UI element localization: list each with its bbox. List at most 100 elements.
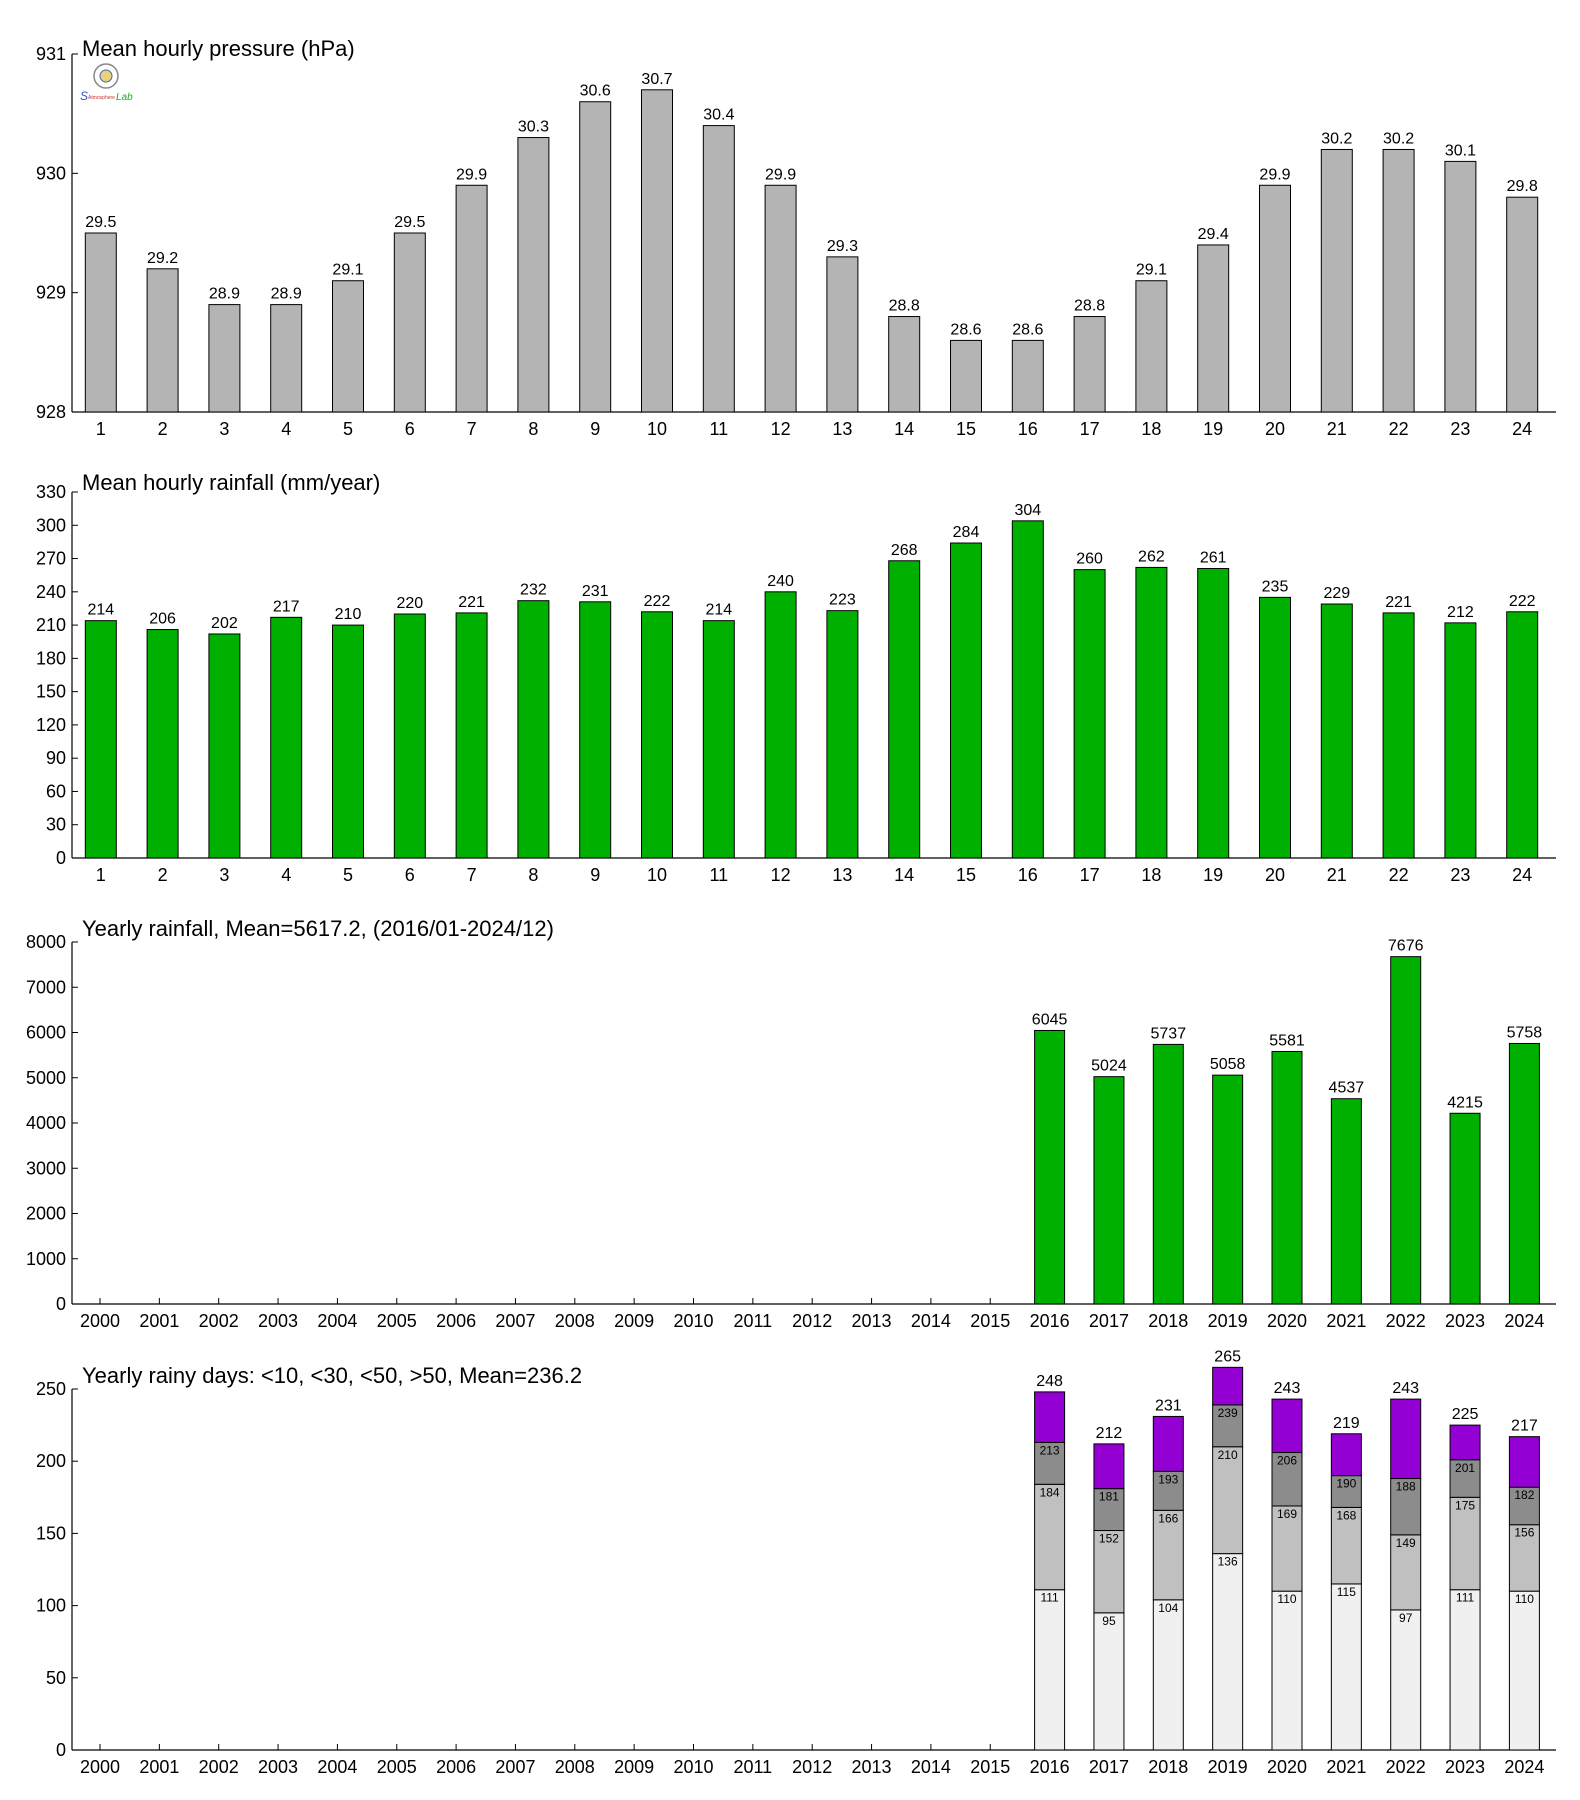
hourly-rainfall-x-tick-label: 24 — [1512, 865, 1532, 885]
rainy-days-total-label: 243 — [1392, 1380, 1419, 1397]
rainy-days-segment-label: 213 — [1040, 1443, 1060, 1457]
hourly-rainfall-bar — [826, 610, 859, 859]
pressure-bar — [455, 184, 488, 413]
logo-text-mid: Atmosphere — [88, 95, 115, 101]
hourly-rainfall-data-label: 231 — [582, 583, 609, 600]
yearly-rainfall-x-tick-label: 2010 — [673, 1311, 713, 1331]
rainy-days-segment-lt30 — [1034, 1483, 1066, 1591]
yearly-rainfall-x-tick-label: 2012 — [792, 1311, 832, 1331]
hourly-rainfall-x-tick-label: 21 — [1327, 865, 1347, 885]
rainy-days-total-label: 219 — [1333, 1415, 1360, 1432]
yearly-rainfall-y-tick-label: 0 — [56, 1294, 66, 1314]
rainy-days-segment-lt10 — [1152, 1599, 1184, 1751]
rainy-days-segment-label: 95 — [1102, 1614, 1116, 1628]
pressure-data-label: 29.3 — [827, 238, 858, 255]
yearly-rainfall-x-tick-label: 2008 — [555, 1311, 595, 1331]
hourly-rainfall-bar — [517, 600, 550, 859]
pressure-data-label: 28.8 — [1074, 298, 1105, 315]
yearly-rainfall-x-tick-label: 2018 — [1148, 1311, 1188, 1331]
rainy-days-total-label: 212 — [1096, 1425, 1123, 1442]
pressure-bar — [517, 137, 550, 413]
pressure-x-tick-label: 3 — [219, 419, 229, 439]
yearly-rainfall-x-tick-label: 2005 — [377, 1311, 417, 1331]
hourly-rainfall-bar — [950, 542, 982, 859]
rainy-days-segment-label: 190 — [1336, 1477, 1356, 1491]
rainy-days-segment-label: 110 — [1277, 1592, 1296, 1606]
rainy-days-x-tick-label: 2020 — [1267, 1757, 1307, 1777]
rainy-days-x-tick-label: 2019 — [1208, 1757, 1248, 1777]
logo-text-s: S — [80, 89, 88, 103]
hourly-rainfall-data-label: 240 — [767, 573, 794, 590]
rainy-days-segment-gt50 — [1508, 1436, 1540, 1488]
pressure-bar — [208, 304, 241, 413]
pressure-data-label: 28.6 — [1012, 321, 1043, 338]
rainy-days-x-tick-label: 2014 — [911, 1757, 951, 1777]
hourly-rainfall-data-label: 235 — [1262, 578, 1289, 595]
hourly-rainfall-data-label: 206 — [149, 611, 176, 628]
pressure-x-tick-label: 2 — [158, 419, 168, 439]
hourly-rainfall-data-label: 221 — [458, 594, 485, 611]
rainy-days-total-label: 231 — [1155, 1397, 1182, 1414]
hourly-rainfall-y-tick-label: 270 — [36, 549, 66, 569]
rainy-days-x-tick-label: 2004 — [317, 1757, 357, 1777]
rainy-days-x-tick-label: 2017 — [1089, 1757, 1129, 1777]
hourly-rainfall-bar — [579, 601, 612, 859]
pressure-data-label: 29.9 — [1259, 166, 1290, 183]
yearly-rainfall-data-label: 5058 — [1210, 1056, 1246, 1073]
hourly-rainfall-x-tick-label: 19 — [1203, 865, 1223, 885]
rainy-days-segment-lt50 — [1330, 1475, 1362, 1508]
yearly-rainfall-y-tick-label: 1000 — [26, 1249, 66, 1269]
pressure-data-label: 29.5 — [85, 214, 116, 231]
yearly-rainfall-bar — [1508, 1042, 1540, 1305]
hourly-rainfall-x-tick-label: 14 — [894, 865, 914, 885]
hourly-rainfall-y-tick-label: 30 — [46, 815, 66, 835]
hourly-rainfall-x-tick-label: 10 — [647, 865, 667, 885]
hourly-rainfall-data-label: 284 — [953, 524, 980, 541]
pressure-bar — [1135, 280, 1168, 413]
rainy-days-segment-lt50 — [1508, 1486, 1540, 1526]
hourly-rainfall-bar — [1135, 566, 1168, 859]
yearly-rainfall-y-tick-label: 7000 — [26, 977, 66, 997]
pressure-x-tick-label: 10 — [647, 419, 667, 439]
pressure-chart: Mean hourly pressure (hPa) S Atmosphere … — [36, 36, 1556, 439]
rainy-days-segment-label: 188 — [1396, 1480, 1416, 1494]
hourly-rainfall-data-label: 261 — [1200, 550, 1227, 567]
hourly-rainfall-data-label: 262 — [1138, 548, 1165, 565]
rainy-days-segment-label: 156 — [1514, 1526, 1534, 1540]
yearly-rainfall-x-tick-label: 2019 — [1208, 1311, 1248, 1331]
yearly-rainfall-x-tick-label: 2016 — [1030, 1311, 1070, 1331]
pressure-bar — [888, 316, 921, 413]
pressure-data-label: 28.9 — [271, 286, 302, 303]
rainy-days-segment-lt10 — [1508, 1590, 1540, 1751]
hourly-rainfall-y-tick-label: 330 — [36, 482, 66, 502]
rainy-days-y-tick-label: 200 — [36, 1451, 66, 1471]
yearly-rainfall-x-tick-label: 2011 — [733, 1311, 772, 1331]
hourly-rainfall-bar — [84, 620, 117, 859]
rainy-days-x-tick-label: 2010 — [673, 1757, 713, 1777]
pressure-data-label: 29.5 — [394, 214, 425, 231]
rainy-days-total-label: 248 — [1036, 1373, 1063, 1390]
pressure-bar — [579, 101, 612, 413]
rainy-days-segment-lt30 — [1271, 1505, 1303, 1592]
rainy-days-segment-label: 184 — [1040, 1485, 1060, 1499]
pressure-x-tick-label: 20 — [1265, 419, 1285, 439]
hourly-rainfall-y-tick-label: 60 — [46, 781, 66, 801]
hourly-rainfall-data-label: 223 — [829, 592, 856, 609]
pressure-data-label: 29.8 — [1507, 178, 1538, 195]
pressure-x-tick-label: 21 — [1327, 419, 1347, 439]
rainy-days-x-tick-label: 2007 — [495, 1757, 535, 1777]
hourly-rainfall-x-tick-label: 13 — [832, 865, 852, 885]
pressure-data-label: 30.3 — [518, 119, 549, 136]
yearly-rainfall-x-tick-label: 2009 — [614, 1311, 654, 1331]
rainy-days-segment-lt50 — [1449, 1459, 1481, 1498]
rainy-days-x-tick-label: 2003 — [258, 1757, 298, 1777]
hourly-rainfall-data-label: 202 — [211, 615, 238, 632]
hourly-rainfall-x-tick-label: 20 — [1265, 865, 1285, 885]
pressure-bar — [332, 280, 364, 413]
rainy-days-x-tick-label: 2001 — [139, 1757, 179, 1777]
yearly-rainfall-data-label: 5758 — [1507, 1024, 1543, 1041]
hourly-rainfall-data-label: 268 — [891, 542, 918, 559]
pressure-data-label: 29.1 — [332, 262, 363, 279]
pressure-x-tick-label: 8 — [528, 419, 538, 439]
